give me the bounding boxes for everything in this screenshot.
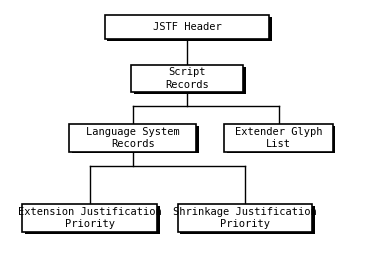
- Bar: [69, 124, 196, 151]
- Bar: [22, 204, 157, 232]
- Text: Language System
Records: Language System Records: [86, 127, 180, 149]
- Bar: [227, 126, 335, 153]
- Text: Extender Glyph
List: Extender Glyph List: [235, 127, 322, 149]
- Text: Shrinkage Justification
Priority: Shrinkage Justification Priority: [173, 207, 317, 229]
- Text: Extension Justification
Priority: Extension Justification Priority: [18, 207, 162, 229]
- Bar: [180, 206, 315, 234]
- Bar: [107, 17, 272, 41]
- Bar: [224, 124, 333, 151]
- Text: Script
Records: Script Records: [165, 68, 209, 90]
- Bar: [134, 67, 246, 94]
- Text: JSTF Header: JSTF Header: [153, 22, 221, 32]
- Bar: [131, 65, 243, 92]
- Bar: [105, 15, 269, 39]
- Bar: [25, 206, 160, 234]
- Bar: [178, 204, 312, 232]
- Bar: [72, 126, 199, 153]
